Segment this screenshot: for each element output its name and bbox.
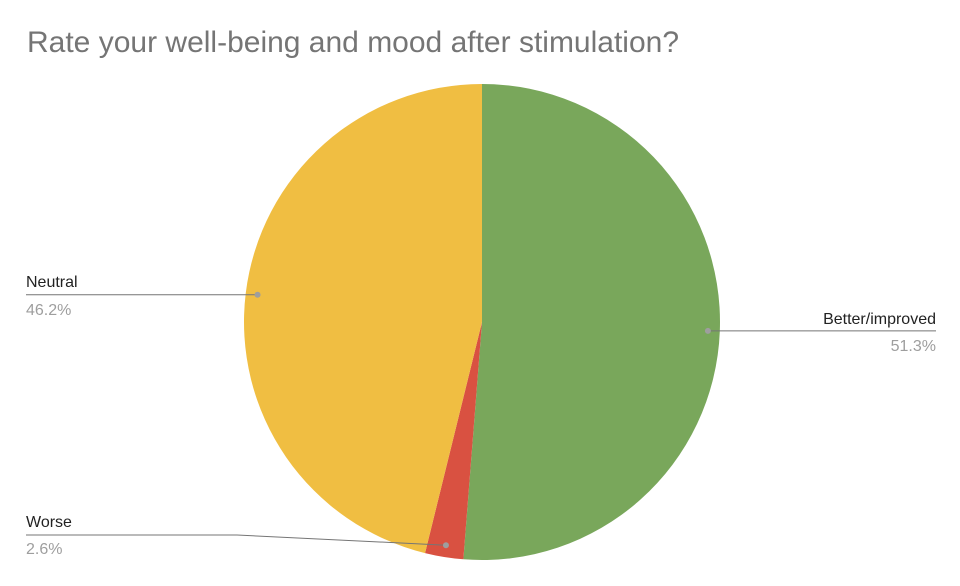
pie-slice-better-improved (463, 84, 720, 560)
leader-dot (254, 291, 261, 298)
slice-percent-label: 46.2% (26, 302, 71, 319)
leader-dot (442, 542, 449, 549)
pie-slice-neutral (243, 84, 482, 554)
slice-label: Better/improved (823, 311, 936, 328)
pie-slices (243, 84, 720, 560)
leader-dot (704, 327, 711, 334)
leader-lines (26, 291, 936, 549)
pie-slice-worse (425, 322, 482, 560)
slice-percent-label: 51.3% (891, 338, 936, 355)
leader-line (26, 534, 446, 546)
slice-percent-label: 2.6% (26, 541, 62, 558)
chart-title: Rate your well-being and mood after stim… (27, 26, 680, 59)
slice-label: Neutral (26, 274, 78, 291)
slice-labels: Better/improved 51.3% Worse 2.6% Neutral 46.2… (26, 274, 936, 558)
slice-label: Worse (26, 514, 72, 531)
